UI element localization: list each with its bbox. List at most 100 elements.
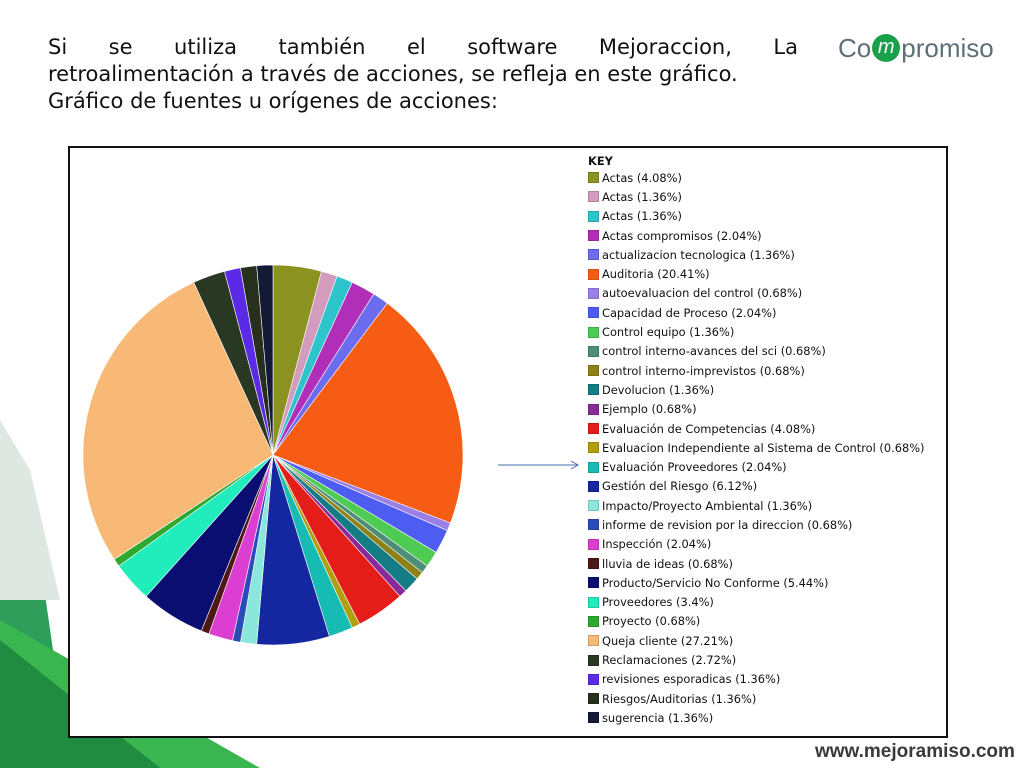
legend-swatch [588, 384, 599, 396]
legend-label: Impacto/Proyecto Ambiental (1.36%) [602, 498, 813, 513]
legend: KEY Actas (4.08%) Actas (1.36%) Actas (1.3… [588, 154, 925, 728]
legend-swatch [588, 654, 599, 666]
legend-swatch [588, 403, 599, 415]
legend-item: Capacidad de Proceso (2.04%) [588, 303, 925, 322]
legend-swatch [588, 442, 599, 454]
legend-swatch [588, 268, 599, 280]
legend-item: Reclamaciones (2.72%) [588, 650, 925, 669]
legend-label: lluvia de ideas (0.68%) [602, 556, 733, 571]
legend-item: revisiones esporadicas (1.36%) [588, 670, 925, 689]
intro-line-3: Gráfico de fuentes u orígenes de accione… [48, 89, 498, 113]
legend-item: informe de revision por la direccion (0.… [588, 515, 925, 534]
pie-chart [82, 264, 580, 646]
legend-item: Impacto/Proyecto Ambiental (1.36%) [588, 496, 925, 515]
legend-item: Ejemplo (0.68%) [588, 400, 925, 419]
legend-swatch [588, 345, 599, 357]
legend-label: Control equipo (1.36%) [602, 325, 735, 340]
pie-slice [272, 302, 464, 524]
legend-label: Proveedores (3.4%) [602, 595, 714, 610]
legend-swatch [588, 577, 599, 589]
legend-swatch [588, 596, 599, 608]
legend-item: Actas compromisos (2.04%) [588, 226, 925, 245]
pie-slice [256, 264, 274, 456]
legend-swatch [588, 423, 599, 434]
legend-swatch [588, 635, 599, 647]
legend-swatch [588, 615, 599, 627]
legend-item: Inspección (2.04%) [588, 535, 925, 554]
legend-label: Actas (4.08%) [602, 170, 682, 185]
legend-label: Actas (1.36%) [602, 189, 682, 204]
legend-label: Auditoria (20.41%) [602, 267, 710, 282]
legend-label: informe de revision por la direccion (0.… [602, 517, 853, 532]
chart-frame: KEY Actas (4.08%) Actas (1.36%) Actas (1.3… [68, 146, 948, 738]
legend-item: Evaluación de Competencias (4.08%) [588, 419, 925, 438]
legend-label: autoevaluacion del control (0.68%) [602, 286, 803, 301]
legend-item: Evaluacion Independiente al Sistema de C… [588, 438, 925, 457]
legend-label: Reclamaciones (2.72%) [602, 653, 737, 668]
legend-label: Devolucion (1.36%) [602, 382, 715, 397]
legend-swatch [588, 712, 599, 724]
legend-item: Riesgos/Auditorias (1.36%) [588, 689, 925, 708]
legend-item: Actas (4.08%) [588, 168, 925, 187]
legend-item: Proyecto (0.68%) [588, 612, 925, 631]
legend-item: Producto/Servicio No Conforme (5.44%) [588, 573, 925, 592]
legend-label: Capacidad de Proceso (2.04%) [602, 305, 777, 320]
legend-label: Producto/Servicio No Conforme (5.44%) [602, 575, 829, 590]
legend-label: Inspección (2.04%) [602, 537, 712, 552]
intro-line-1: Si se utiliza también el software Mejora… [48, 35, 798, 59]
legend-label: Evaluación de Competencias (4.08%) [602, 421, 816, 436]
footer-url: www.mejoramiso.com [815, 741, 1015, 762]
legend-item: control interno-avances del sci (0.68%) [588, 342, 925, 361]
legend-label: sugerencia (1.36%) [602, 710, 714, 725]
annotation-arrow-head [570, 460, 580, 470]
legend-swatch [588, 538, 599, 550]
legend-swatch [588, 500, 599, 512]
legend-label: Proyecto (0.68%) [602, 614, 701, 629]
legend-swatch [588, 461, 599, 473]
legend-item: Evaluación Proveedores (2.04%) [588, 457, 925, 476]
legend-label: Ejemplo (0.68%) [602, 402, 697, 417]
legend-swatch [588, 287, 599, 299]
legend-item: Queja cliente (27.21%) [588, 631, 925, 650]
legend-swatch [588, 249, 599, 261]
legend-label: Actas compromisos (2.04%) [602, 228, 762, 243]
legend-item: Devolucion (1.36%) [588, 380, 925, 399]
legend-item: sugerencia (1.36%) [588, 708, 925, 727]
legend-label: control interno-imprevistos (0.68%) [602, 363, 805, 378]
legend-label: Riesgos/Auditorias (1.36%) [602, 691, 757, 706]
legend-item: control interno-imprevistos (0.68%) [588, 361, 925, 380]
legend-swatch [588, 230, 599, 242]
legend-swatch [588, 480, 599, 492]
legend-label: Evaluación Proveedores (2.04%) [602, 460, 787, 475]
legend-item: actualizacion tecnologica (1.36%) [588, 245, 925, 264]
legend-label: revisiones esporadicas (1.36%) [602, 672, 781, 687]
legend-swatch [588, 519, 599, 531]
legend-swatch [588, 326, 599, 338]
compromiso-logo: Co m promiso [838, 32, 994, 63]
legend-label: actualizacion tecnologica (1.36%) [602, 247, 795, 262]
legend-item: Gestión del Riesgo (6.12%) [588, 477, 925, 496]
intro-line-2: retroalimentación a través de acciones, … [48, 62, 738, 86]
legend-swatch [588, 210, 599, 222]
legend-list: Actas (4.08%) Actas (1.36%) Actas (1.36%) A… [588, 168, 925, 728]
legend-item: Auditoria (20.41%) [588, 264, 925, 283]
legend-item: Actas (1.36%) [588, 207, 925, 226]
legend-label: Actas (1.36%) [602, 209, 682, 224]
legend-swatch [588, 365, 599, 377]
legend-item: lluvia de ideas (0.68%) [588, 554, 925, 573]
legend-swatch [588, 693, 599, 705]
legend-item: autoevaluacion del control (0.68%) [588, 284, 925, 303]
legend-title: KEY [588, 154, 613, 168]
legend-swatch [588, 558, 599, 570]
legend-label: control interno-avances del sci (0.68%) [602, 344, 826, 359]
legend-label: Evaluacion Independiente al Sistema de C… [602, 440, 925, 455]
legend-swatch [588, 673, 599, 685]
legend-swatch [588, 191, 599, 203]
legend-swatch [588, 172, 599, 184]
legend-swatch [588, 307, 599, 319]
legend-item: Actas (1.36%) [588, 187, 925, 206]
legend-item: Control equipo (1.36%) [588, 322, 925, 341]
legend-item: Proveedores (3.4%) [588, 593, 925, 612]
legend-label: Gestión del Riesgo (6.12%) [602, 479, 758, 494]
legend-label: Queja cliente (27.21%) [602, 633, 734, 648]
